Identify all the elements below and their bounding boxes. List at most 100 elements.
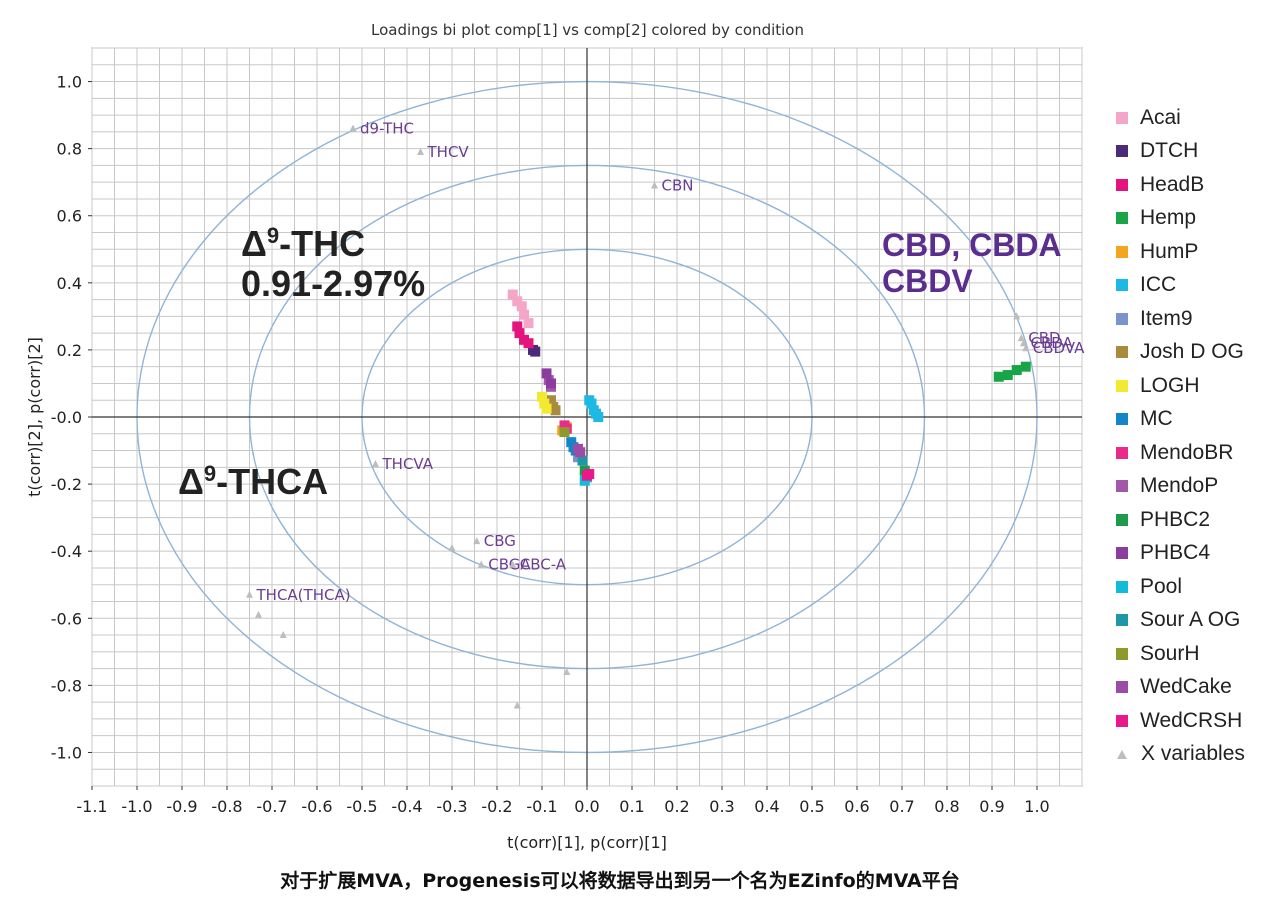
x-variable-marker: [513, 701, 521, 709]
legend-item: Acai: [1116, 101, 1245, 135]
y-tick-label: -1.0: [51, 743, 82, 762]
x-tick-label: 0.0: [574, 797, 599, 816]
x-tick-label: -1.0: [121, 797, 152, 816]
sample-point: [546, 378, 556, 389]
sample-point: [577, 455, 588, 466]
x-variable-label: CBG: [484, 532, 516, 550]
square-swatch-icon: [1116, 547, 1128, 560]
square-swatch-icon: [1116, 614, 1128, 627]
legend-item: HeadB: [1116, 168, 1245, 202]
x-variable-label: CBD: [1028, 329, 1060, 347]
annotation-cbd-group: CBD, CBDA CBDV: [882, 227, 1062, 299]
legend-item: MendoP: [1116, 470, 1245, 504]
legend-label: HeadB: [1140, 172, 1205, 196]
x-variable-marker: [372, 459, 379, 467]
annotation-delta9-thca: Δ9-THCA: [178, 461, 329, 502]
x-variable-marker: [1020, 339, 1027, 347]
x-variable-marker: [651, 181, 658, 189]
sample-point: [507, 289, 518, 300]
legend-label: ICC: [1140, 273, 1177, 297]
x-variable-marker: [448, 543, 456, 551]
square-swatch-icon: [1116, 480, 1128, 493]
sample-point: [523, 318, 534, 329]
x-tick-label: 0.2: [664, 797, 689, 816]
sample-point: [541, 368, 552, 379]
legend-item: Pool: [1116, 570, 1245, 604]
square-swatch-icon: [1116, 681, 1128, 694]
legend-label: Acai: [1140, 105, 1181, 129]
sample-point: [541, 403, 552, 414]
legend-label: SourH: [1140, 641, 1200, 665]
legend-item: MendoBR: [1116, 436, 1245, 470]
legend-label: Hemp: [1140, 206, 1197, 230]
legend-label: PHBC2: [1140, 507, 1211, 531]
legend-label: Sour A OG: [1140, 608, 1241, 632]
sample-point: [586, 398, 597, 409]
sample-point: [1002, 370, 1013, 381]
x-tick-label: -0.5: [346, 797, 377, 816]
sample-point: [539, 398, 550, 409]
legend-label: PHBC4: [1140, 541, 1211, 565]
x-variable-marker: [477, 560, 485, 568]
sample-point: [528, 344, 538, 355]
x-tick-label: 0.5: [799, 797, 824, 816]
sample-point: [1020, 361, 1031, 372]
square-swatch-icon: [1116, 714, 1128, 727]
y-tick-label: -0.0: [51, 408, 82, 427]
legend-item: LOGH: [1116, 369, 1245, 403]
legend-label: Josh D OG: [1140, 340, 1244, 364]
annotation-thc-range: 0.91-2.97%: [241, 263, 426, 305]
legend-item: Josh D OG: [1116, 336, 1245, 370]
sample-point: [593, 412, 604, 422]
y-tick-label: 0.6: [57, 207, 82, 226]
x-tick-label: -0.3: [436, 797, 467, 816]
x-variable-marker: [1017, 334, 1025, 342]
y-tick-label: -0.2: [51, 475, 82, 494]
annotation-delta9-thc: Δ9-THC 0.91-2.97%: [241, 223, 426, 305]
legend-item: HumP: [1116, 235, 1245, 269]
sample-point: [537, 391, 547, 402]
legend-label: Item9: [1140, 306, 1193, 330]
legend-label: MC: [1140, 407, 1173, 431]
legend-label: LOGH: [1140, 373, 1200, 397]
y-tick-label: -0.4: [51, 542, 82, 561]
x-variable-marker: [509, 560, 517, 568]
x-variable-marker: [417, 147, 424, 155]
legend-label: MendoP: [1140, 474, 1219, 498]
y-tick-label: 0.8: [57, 140, 82, 159]
square-swatch-icon: [1116, 111, 1128, 124]
legend-item: MC: [1116, 403, 1245, 437]
sample-point: [519, 309, 529, 320]
x-variable-marker: [473, 537, 481, 545]
square-swatch-icon: [1116, 379, 1128, 392]
square-swatch-icon: [1116, 312, 1128, 325]
sample-point: [523, 338, 534, 349]
x-tick-label: -0.4: [391, 797, 422, 816]
x-axis-label: t(corr)[1], p(corr)[1]: [507, 833, 667, 852]
y-tick-label: -0.8: [51, 676, 82, 695]
legend-item: Sour A OG: [1116, 604, 1245, 638]
x-tick-label: 0.4: [754, 797, 779, 816]
sample-point: [582, 470, 592, 481]
x-variable-marker: [1013, 312, 1021, 320]
square-swatch-icon: [1116, 413, 1128, 426]
x-tick-label: 0.7: [889, 797, 914, 816]
legend-item: Item9: [1116, 302, 1245, 336]
x-tick-label: -0.1: [526, 797, 557, 816]
x-variable-label: THCA(THCA): [256, 586, 351, 604]
legend-item: SourH: [1116, 637, 1245, 671]
legend-label: Pool: [1140, 574, 1183, 598]
x-variable-label: THCV: [427, 143, 470, 161]
legend-item: WedCRSH: [1116, 704, 1245, 738]
x-variable-label: CBGA: [488, 556, 531, 574]
x-variable-label: d9-THC: [360, 120, 414, 138]
y-tick-label: 1.0: [57, 73, 82, 92]
square-swatch-icon: [1116, 145, 1128, 158]
y-tick-label: -0.6: [51, 609, 82, 628]
square-swatch-icon: [1116, 446, 1128, 459]
square-swatch-icon: [1116, 580, 1128, 593]
legend-item: ICC: [1116, 269, 1245, 303]
legend-label: DTCH: [1140, 139, 1199, 163]
legend-item: PHBC4: [1116, 537, 1245, 571]
